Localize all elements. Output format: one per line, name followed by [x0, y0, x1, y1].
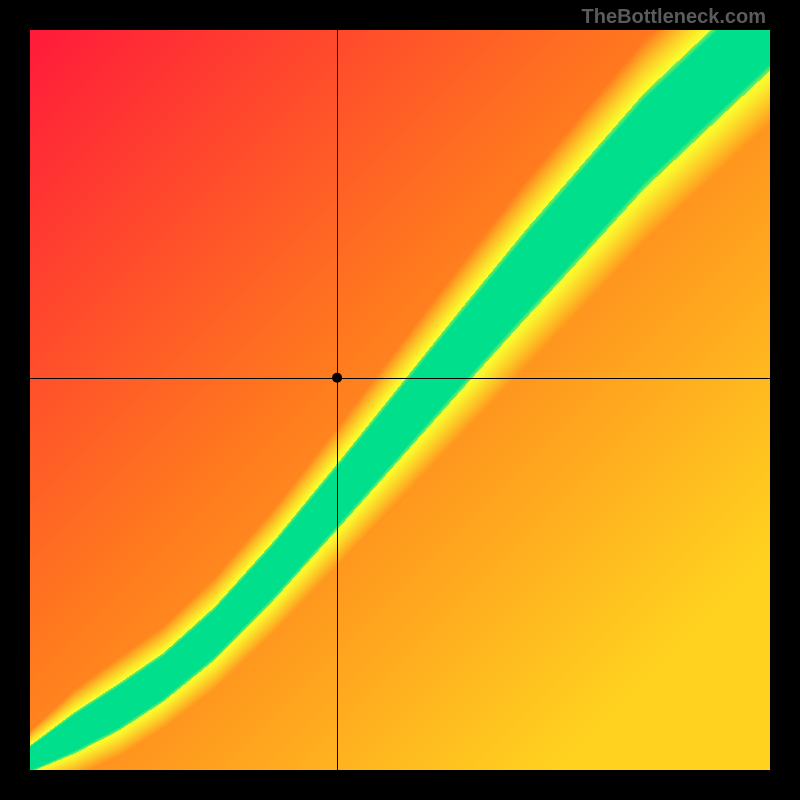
- heatmap-canvas: [30, 30, 770, 770]
- watermark: TheBottleneck.com: [582, 6, 766, 29]
- plot-area: [30, 30, 770, 770]
- chart-frame: TheBottleneck.com: [0, 0, 800, 800]
